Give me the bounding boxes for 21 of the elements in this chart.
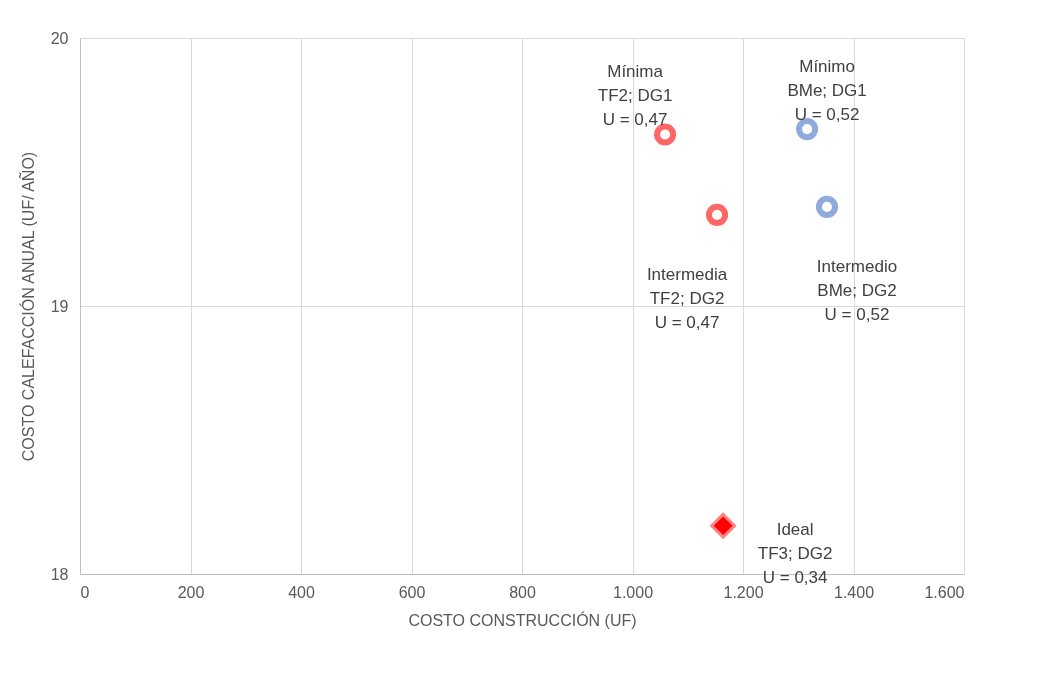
x-axis-title: COSTO CONSTRUCCIÓN (UF) (408, 610, 637, 629)
y-tick-label: 20 (50, 29, 69, 47)
point (710, 512, 737, 539)
x-tick-label: 0 (80, 583, 90, 601)
annotation: Intermedio BMe; DG2 U = 0,52 (816, 256, 898, 324)
x-tick-label: 600 (398, 583, 426, 601)
x-tick-label: 400 (288, 583, 315, 601)
y-tick-label: 18 (50, 565, 69, 583)
x-tick-label: 1.400 (833, 583, 875, 601)
point (815, 195, 839, 218)
annotation: Mínima TF2; DG1 U = 0,47 (597, 62, 673, 130)
point (705, 203, 729, 226)
point (796, 118, 819, 141)
y-tick-label: 19 (50, 297, 69, 315)
annotation: Mínimo BMe; DG1 U = 0,52 (787, 57, 867, 125)
x-tick-label: 1.000 (612, 583, 654, 601)
y-axis-title: COSTO CALEFACCIÓN ANUAL (UF/ AÑO) (17, 151, 37, 462)
annotation: Intermedia TF2; DG2 U = 0,47 (646, 264, 728, 332)
x-tick-label: 200 (177, 583, 205, 601)
x-tick-label: 800 (509, 583, 536, 601)
x-tick-label: 1.600 (924, 583, 965, 601)
